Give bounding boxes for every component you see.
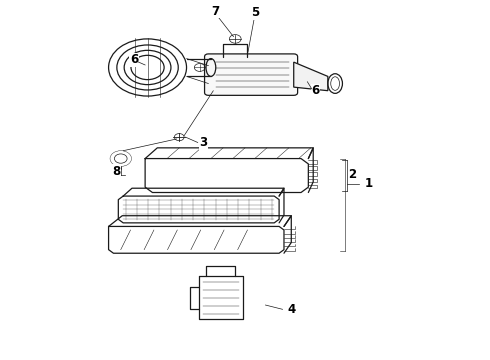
Text: 4: 4 (287, 303, 295, 316)
Text: 6: 6 (130, 54, 138, 67)
Text: 2: 2 (348, 168, 356, 181)
Text: 1: 1 (365, 177, 373, 190)
Text: 8: 8 (112, 165, 121, 177)
Text: 6: 6 (312, 84, 320, 97)
Text: 5: 5 (250, 6, 259, 19)
Polygon shape (294, 62, 328, 91)
Text: 3: 3 (199, 136, 208, 149)
Text: 7: 7 (212, 5, 220, 18)
FancyBboxPatch shape (204, 54, 297, 95)
